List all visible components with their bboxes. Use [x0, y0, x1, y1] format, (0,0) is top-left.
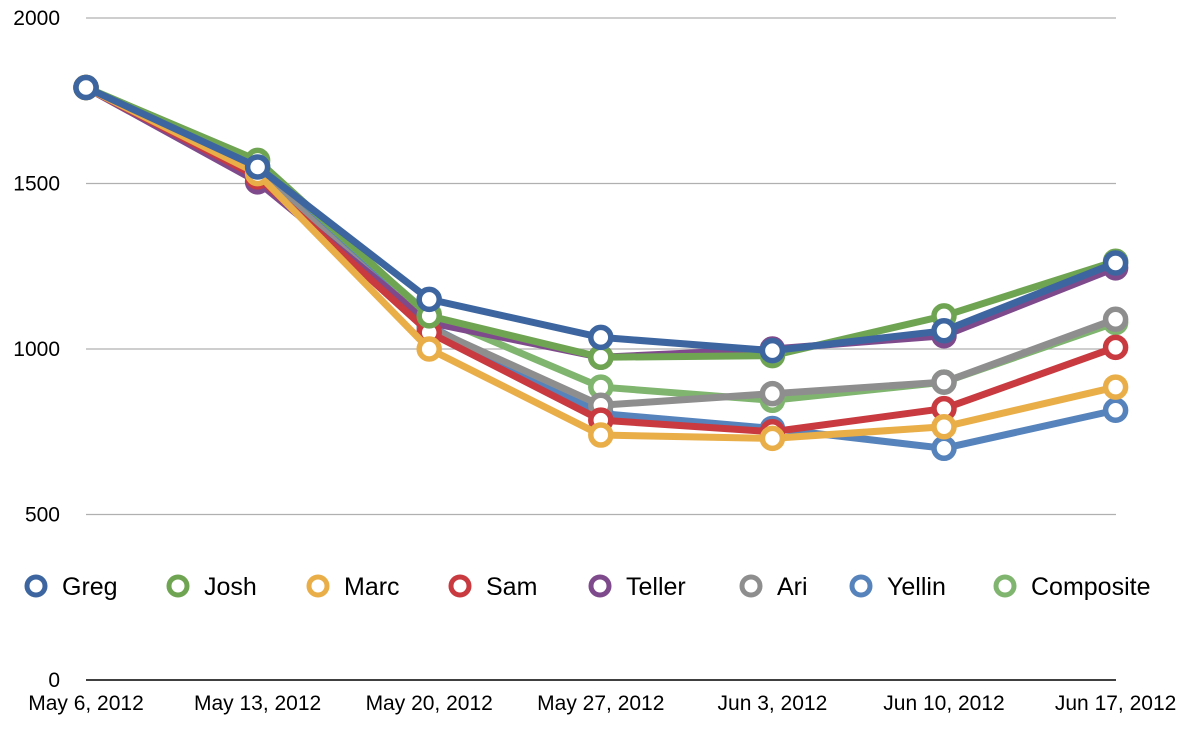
series-line-teller: [82, 84, 1120, 361]
data-point-greg: [244, 154, 271, 180]
x-tick-label: May 13, 2012: [194, 692, 321, 715]
x-axis: May 6, 2012 May 13, 2012 May 20, 2012 May 2…: [28, 692, 1176, 715]
data-point-marc: [759, 425, 786, 452]
series-line-josh: [82, 84, 1120, 361]
data-point-greg: [73, 74, 99, 101]
legend-marker-yellin: [849, 574, 873, 598]
legend-item-composite: Composite: [993, 573, 1151, 601]
y-tick-label: 0: [48, 669, 60, 692]
data-point-greg: [931, 318, 957, 344]
data-point-marc: [588, 422, 614, 448]
legend: Greg Josh Marc Sam Teller Ari Yellin Composite: [24, 573, 1151, 601]
legend-marker-composite: [993, 574, 1017, 598]
y-tick-label: 1000: [13, 338, 60, 361]
legend-marker-sam: [448, 574, 472, 598]
data-point-marc: [1102, 374, 1129, 400]
x-tick-label: May 20, 2012: [366, 692, 493, 715]
data-point-sam: [1102, 334, 1129, 361]
data-point-greg: [1102, 250, 1129, 276]
x-tick-label: May 27, 2012: [537, 692, 664, 715]
legend-item-greg: Greg: [24, 573, 118, 601]
y-axis: 0 500 1000 1500 2000: [13, 7, 60, 692]
x-tick-label: Jun 10, 2012: [883, 692, 1004, 715]
x-tick-label: Jun 3, 2012: [718, 692, 828, 715]
legend-item-ari: Ari: [739, 573, 808, 601]
legend-item-teller: Teller: [588, 573, 686, 601]
legend-label-josh: Josh: [204, 573, 257, 601]
data-point-greg: [416, 286, 442, 313]
data-point-marc: [931, 414, 957, 440]
data-point-marc: [416, 336, 442, 362]
y-tick-label: 2000: [13, 7, 60, 30]
legend-label-marc: Marc: [344, 573, 400, 601]
legend-item-marc: Marc: [306, 573, 400, 601]
legend-marker-greg: [24, 574, 48, 598]
data-point-ari: [759, 380, 786, 407]
series-greg: [73, 74, 1129, 364]
legend-label-ari: Ari: [777, 573, 808, 601]
legend-label-sam: Sam: [486, 573, 537, 601]
legend-label-greg: Greg: [62, 573, 118, 601]
legend-marker-teller: [588, 574, 612, 598]
data-point-yellin: [931, 435, 957, 462]
data-point-greg: [759, 337, 786, 364]
legend-item-sam: Sam: [448, 573, 537, 601]
legend-item-josh: Josh: [166, 573, 257, 601]
data-point-josh: [588, 344, 614, 371]
data-point-greg: [588, 324, 614, 351]
data-point-ari: [1102, 306, 1129, 332]
x-tick-label: May 6, 2012: [28, 692, 144, 715]
data-point-yellin: [1102, 397, 1129, 423]
legend-label-teller: Teller: [626, 573, 686, 601]
x-tick-label: Jun 17, 2012: [1055, 692, 1176, 715]
series-group: [73, 74, 1129, 462]
data-point-ari: [931, 369, 957, 395]
legend-marker-ari: [739, 574, 763, 598]
legend-item-yellin: Yellin: [849, 573, 946, 601]
legend-marker-josh: [166, 574, 190, 598]
y-tick-label: 500: [25, 504, 60, 527]
legend-marker-marc: [306, 574, 330, 598]
y-tick-label: 1500: [13, 173, 60, 196]
legend-label-composite: Composite: [1031, 573, 1151, 601]
legend-label-yellin: Yellin: [887, 573, 946, 601]
